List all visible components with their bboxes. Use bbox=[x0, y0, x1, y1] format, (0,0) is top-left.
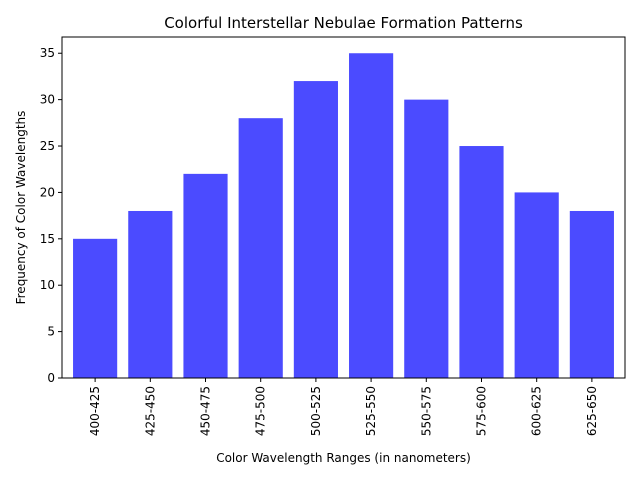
y-tick-label: 15 bbox=[40, 232, 55, 246]
y-axis: 0 5 10 15 20 25 30 35 bbox=[40, 46, 62, 385]
bar-600-625 bbox=[514, 192, 559, 378]
bar-550-575 bbox=[404, 99, 449, 378]
y-axis-label: Frequency of Color Wavelengths bbox=[14, 111, 28, 305]
plot-frame bbox=[61, 36, 626, 379]
y-tick-label: 30 bbox=[40, 93, 55, 107]
x-tick-label: 425-450 bbox=[143, 386, 157, 436]
x-axis: 400-425 425-450 450-475 475-500 500-525 525-5… bbox=[88, 378, 599, 436]
x-tick-label: 600-625 bbox=[530, 386, 544, 436]
x-tick-label: 575-600 bbox=[474, 386, 488, 436]
bar-475-500 bbox=[238, 118, 283, 378]
bar-575-600 bbox=[459, 146, 504, 378]
x-tick-label: 475-500 bbox=[254, 386, 268, 436]
bar-450-475 bbox=[183, 173, 228, 378]
y-tick-label: 25 bbox=[40, 139, 55, 153]
x-tick-label: 525-550 bbox=[364, 386, 378, 436]
bar-625-650 bbox=[569, 210, 614, 378]
y-tick-label: 5 bbox=[47, 325, 55, 339]
x-tick-label: 550-575 bbox=[419, 386, 433, 436]
x-tick-label: 500-525 bbox=[309, 386, 323, 436]
y-tick-label: 10 bbox=[40, 278, 55, 292]
x-axis-label: Color Wavelength Ranges (in nanometers) bbox=[216, 451, 471, 465]
bar-425-450 bbox=[128, 210, 173, 378]
bar-400-425 bbox=[73, 238, 118, 378]
x-tick-label: 625-650 bbox=[585, 386, 599, 436]
bar-525-550 bbox=[349, 53, 394, 379]
x-tick-label: 450-475 bbox=[199, 386, 213, 436]
x-tick-label: 400-425 bbox=[88, 386, 102, 436]
chart-title: Colorful Interstellar Nebulae Formation … bbox=[164, 14, 523, 32]
bar-500-525 bbox=[293, 81, 338, 378]
bar-group bbox=[73, 53, 614, 379]
y-tick-label: 0 bbox=[47, 371, 55, 385]
y-tick-label: 35 bbox=[40, 46, 55, 60]
y-tick-label: 20 bbox=[40, 185, 55, 199]
